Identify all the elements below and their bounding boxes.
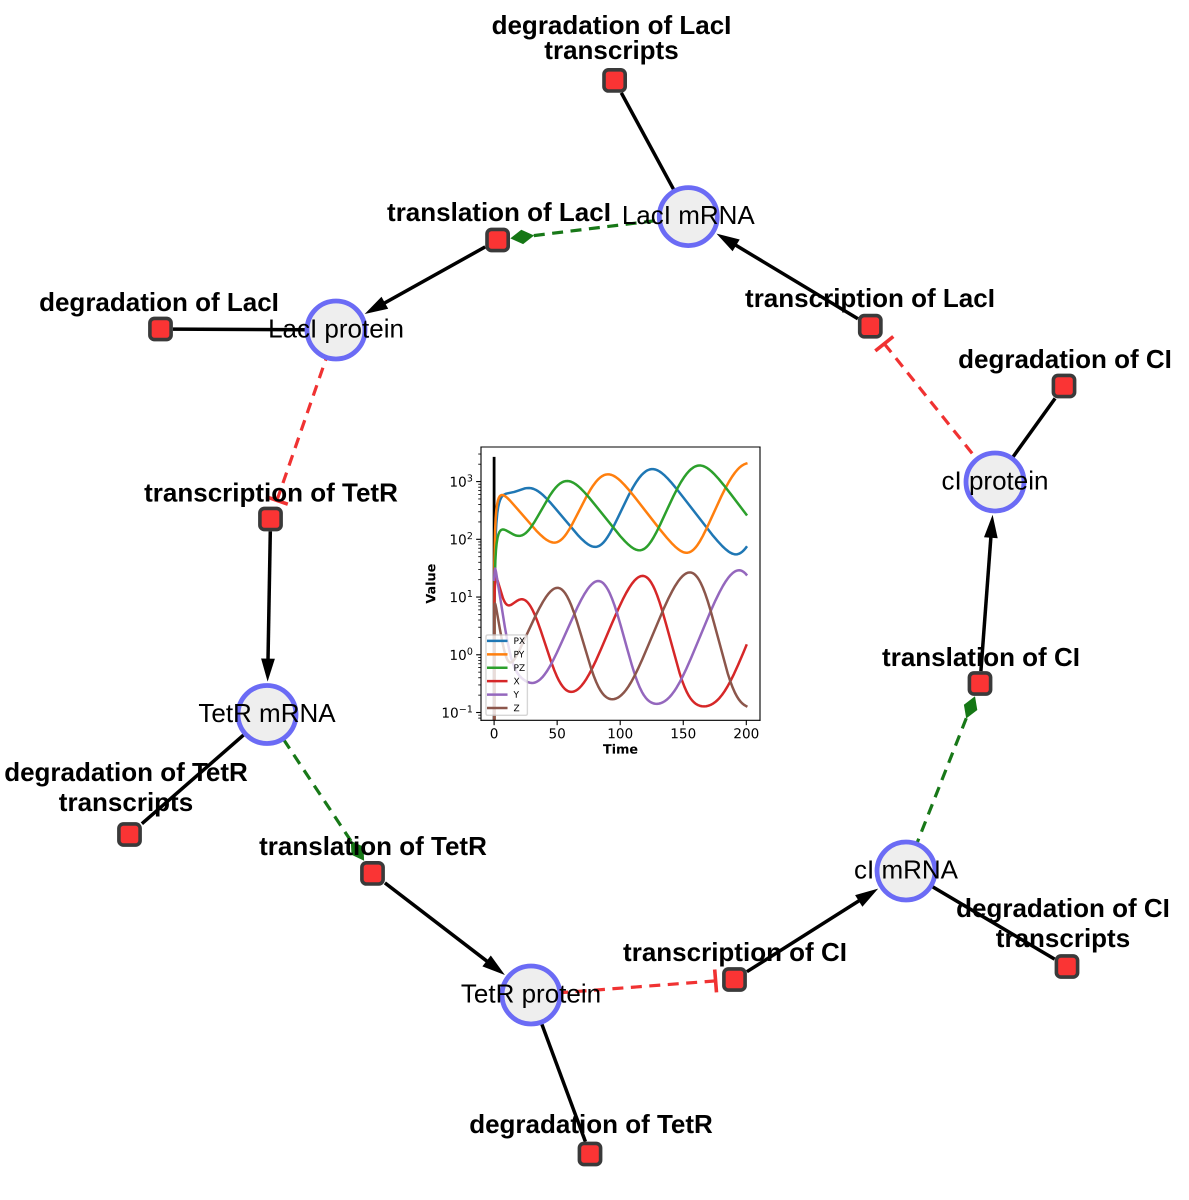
svg-text:translation of LacI: translation of LacI <box>387 197 611 227</box>
svg-text:transcription of CI: transcription of CI <box>623 937 847 967</box>
svg-text:transcripts: transcripts <box>59 787 193 817</box>
svg-text:degradation of CI: degradation of CI <box>958 344 1172 374</box>
svg-text:degradation of LacI: degradation of LacI <box>492 10 732 40</box>
svg-text:degradation of TetR: degradation of TetR <box>469 1109 713 1139</box>
svg-text:transcription of LacI: transcription of LacI <box>745 283 995 313</box>
svg-text:degradation of CI: degradation of CI <box>956 893 1170 923</box>
svg-text:transcripts: transcripts <box>996 923 1130 953</box>
svg-text:TetR mRNA: TetR mRNA <box>198 698 336 728</box>
svg-text:degradation of TetR: degradation of TetR <box>4 757 248 787</box>
svg-text:transcription of TetR: transcription of TetR <box>144 478 398 508</box>
svg-text:cI mRNA: cI mRNA <box>854 855 959 885</box>
svg-text:TetR protein: TetR protein <box>461 979 601 1009</box>
svg-text:degradation of LacI: degradation of LacI <box>39 287 279 317</box>
svg-text:cI protein: cI protein <box>942 466 1049 496</box>
svg-text:LacI mRNA: LacI mRNA <box>622 200 756 230</box>
svg-text:translation of TetR: translation of TetR <box>259 831 487 861</box>
svg-text:translation of CI: translation of CI <box>882 642 1080 672</box>
svg-text:LacI protein: LacI protein <box>268 314 404 344</box>
svg-text:transcripts: transcripts <box>544 35 678 65</box>
